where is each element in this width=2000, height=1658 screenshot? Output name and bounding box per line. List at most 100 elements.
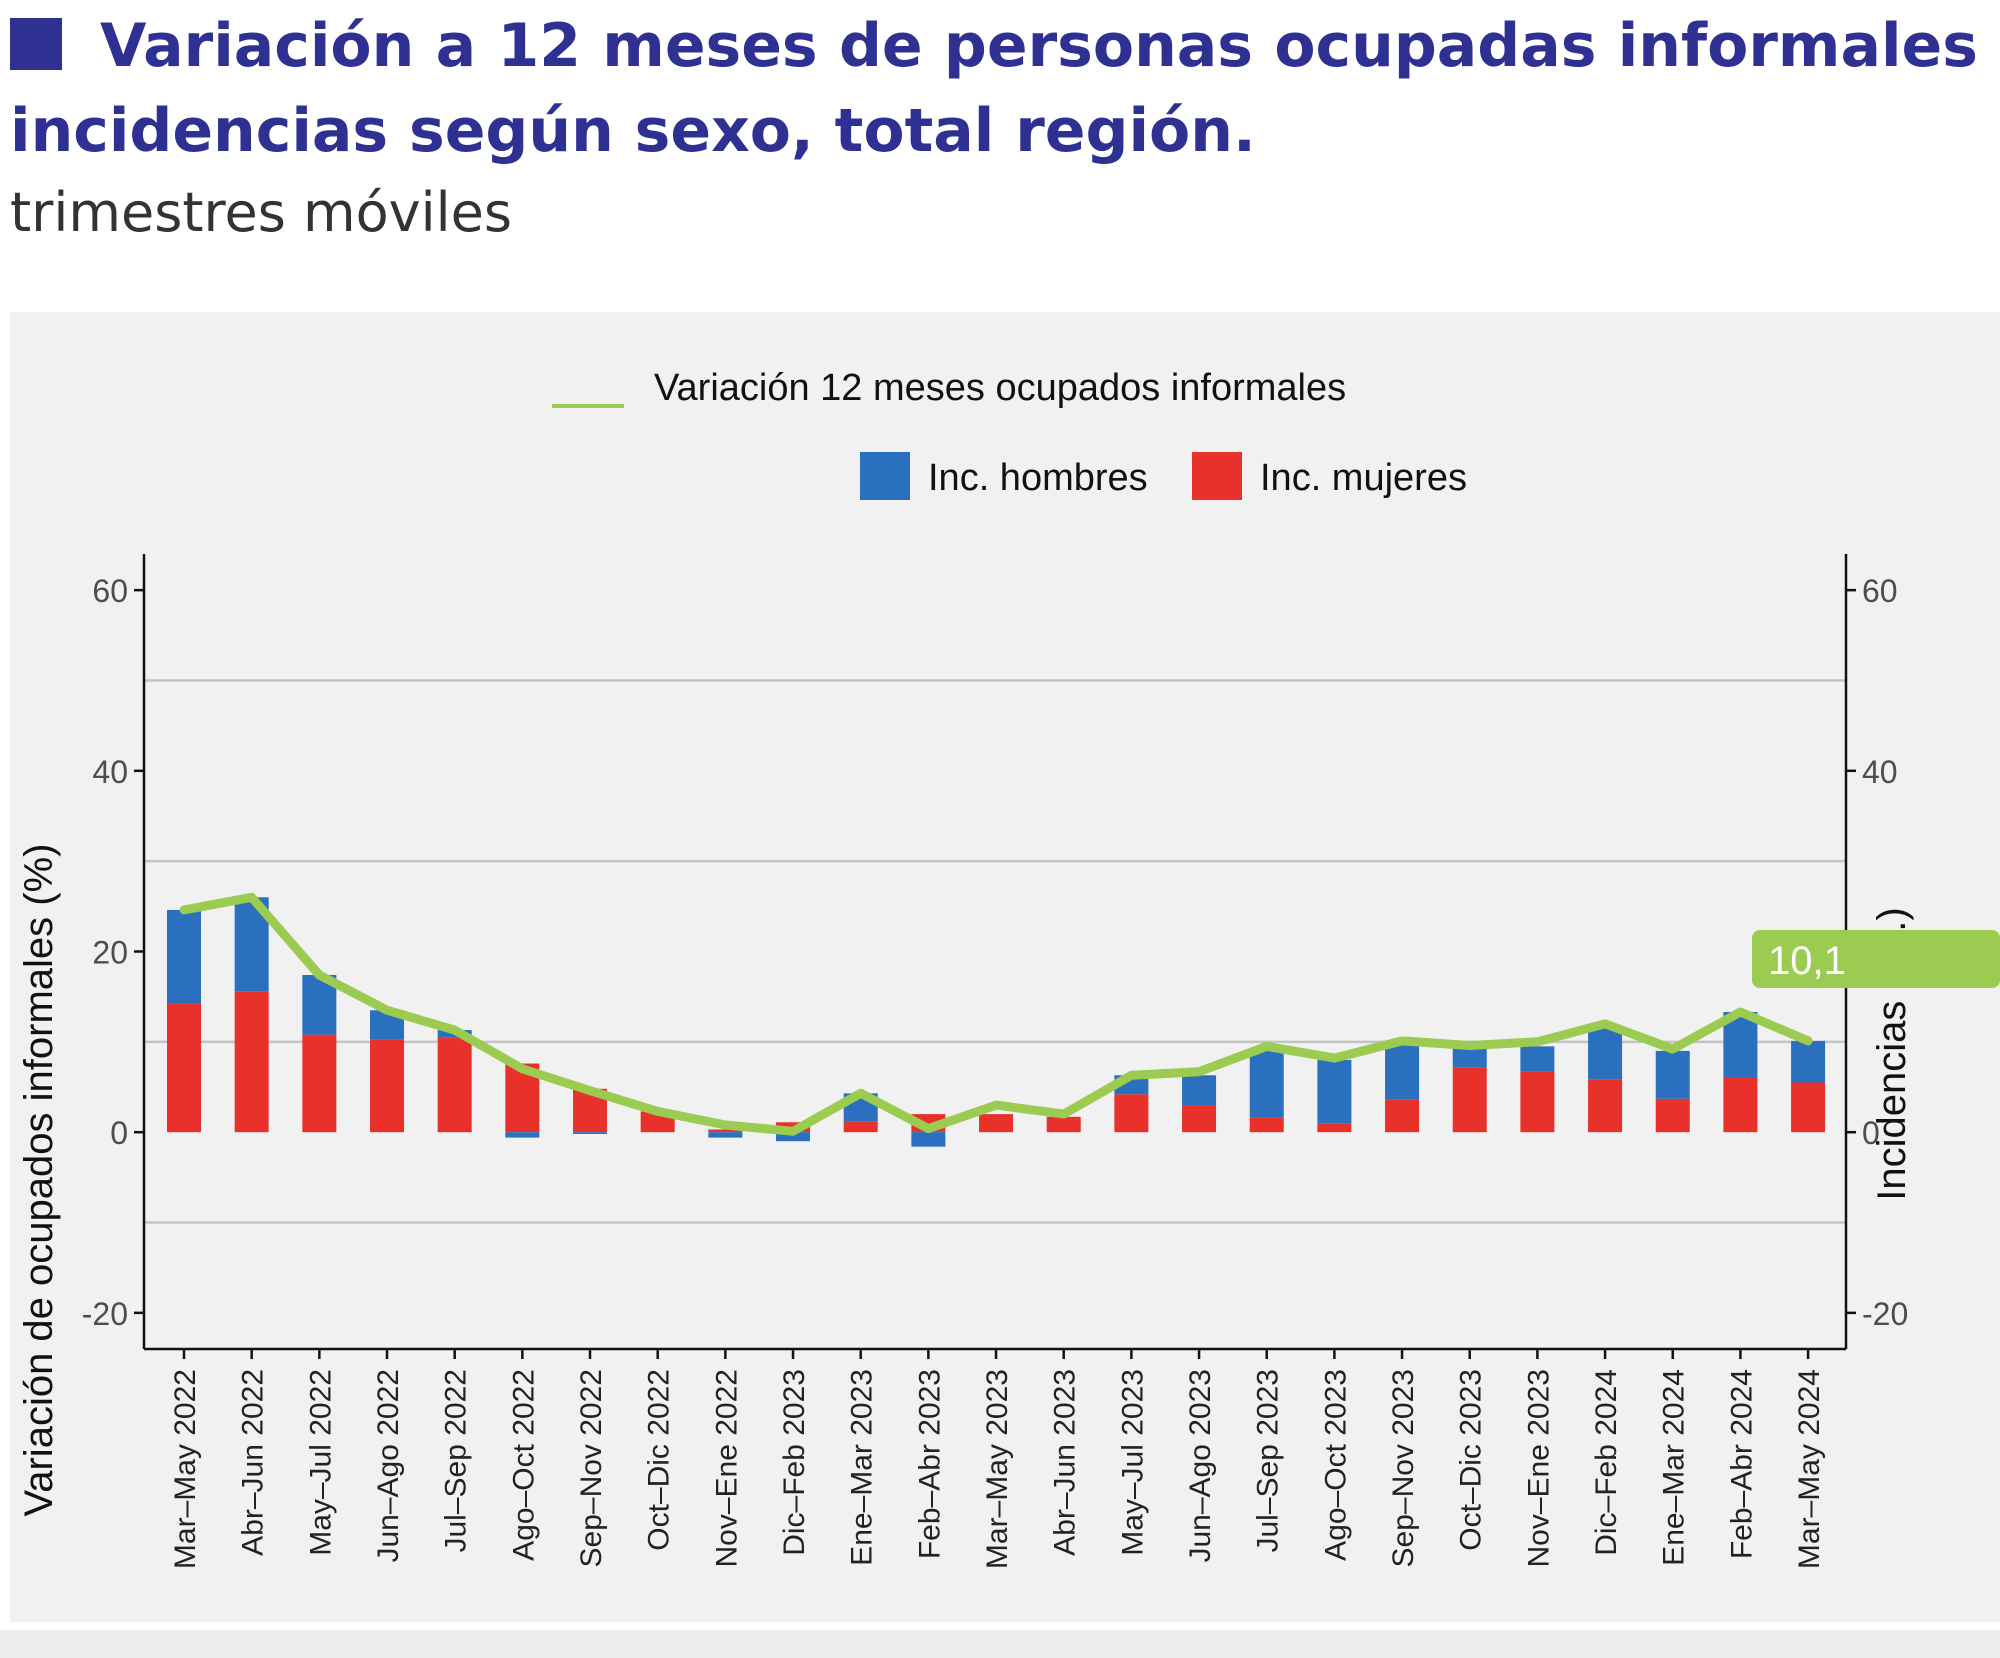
title-word: informales	[1617, 11, 1978, 81]
x-tick-label: Jul–Sep 2022	[440, 1369, 473, 1553]
series-line-variacion	[179, 892, 1813, 1136]
bar-mujeres	[708, 1129, 743, 1133]
x-tick-label: Oct–Dic 2023	[1455, 1369, 1488, 1551]
grid-layer	[144, 679, 1846, 1224]
legend-line-label: Variación 12 meses ocupados informales	[654, 367, 1346, 409]
legend-hombres-swatch	[860, 452, 910, 500]
bar-mujeres	[1723, 1077, 1758, 1133]
bar-hombres	[167, 909, 201, 1004]
x-tick-label: Jun–Ago 2023	[1184, 1369, 1217, 1563]
bar-hombres	[1182, 1075, 1217, 1106]
bar-hombres	[1588, 1027, 1623, 1080]
x-tick-label: Mar–May 2023	[981, 1369, 1014, 1569]
bar-mujeres	[1791, 1082, 1826, 1133]
y-tick-label-left: -20	[82, 1296, 128, 1332]
x-tick-label: Ago–Oct 2022	[507, 1369, 540, 1561]
bar-hombres	[1520, 1046, 1555, 1072]
bottom-strip	[0, 1630, 2000, 1658]
bar-hombres	[1655, 1050, 1690, 1099]
y-tick-label-right: 60	[1862, 573, 1898, 609]
y-tick-label-right: -20	[1862, 1296, 1908, 1332]
legend: Variación 12 meses ocupados informales I…	[552, 367, 1467, 500]
title-block: Variación a 12 meses de personas ocupada…	[10, 4, 2000, 174]
title-word: meses	[602, 11, 818, 81]
bar-hombres	[1317, 1059, 1352, 1124]
bar-mujeres	[167, 1003, 201, 1133]
title-square-icon	[10, 18, 62, 70]
chart-subtitle: trimestres móviles	[10, 181, 513, 244]
y-tick-label-left: 60	[92, 573, 128, 609]
bar-mujeres	[1588, 1079, 1623, 1133]
x-tick-label: Oct–Dic 2022	[643, 1369, 676, 1551]
x-tick-label: Abr–Jun 2023	[1049, 1369, 1082, 1556]
y-tick-label-left: 0	[110, 1115, 128, 1151]
bar-mujeres	[1385, 1099, 1420, 1133]
x-tick-label: Jul–Sep 2023	[1252, 1369, 1285, 1553]
x-tick-label: Mar–May 2024	[1793, 1369, 1826, 1569]
title-word: de	[838, 11, 923, 81]
x-tick-label: Ene–Mar 2024	[1658, 1369, 1691, 1566]
end-value-label: 10,1	[1752, 930, 2000, 988]
bar-mujeres	[1520, 1071, 1555, 1133]
legend-mujeres-swatch	[1192, 452, 1242, 500]
x-tick-label: Jun–Ago 2022	[372, 1369, 405, 1563]
chart-title-line-2: incidencias según sexo, total región.	[10, 96, 1256, 166]
bar-hombres	[911, 1132, 946, 1147]
bar-mujeres	[1452, 1067, 1487, 1133]
chart-panel: Variación 12 meses ocupados informales I…	[10, 312, 2000, 1622]
x-tick-label: Nov–Ene 2023	[1522, 1369, 1555, 1568]
bar-mujeres	[843, 1121, 878, 1133]
y-axis-title-left: Variación de ocupados informales (%)	[17, 844, 61, 1517]
x-tick-label: Feb–Abr 2024	[1725, 1369, 1758, 1559]
line-layer	[179, 892, 1813, 1136]
chart-title-line-1: Variación a 12 meses de personas ocupada…	[10, 4, 2000, 89]
x-tick-label: Sep–Nov 2023	[1387, 1369, 1420, 1568]
title-word: 12	[497, 11, 581, 81]
bar-hombres	[708, 1132, 743, 1138]
legend-mujeres-label: Inc. mujeres	[1260, 457, 1467, 499]
bar-hombres	[1791, 1040, 1826, 1083]
x-tick-label: Abr–Jun 2022	[237, 1369, 270, 1556]
bar-mujeres	[1249, 1117, 1284, 1133]
bar-mujeres	[234, 991, 269, 1133]
end-value-label-text: 10,1	[1768, 939, 1846, 983]
x-tick-label: Dic–Feb 2024	[1590, 1369, 1623, 1556]
chart-svg: Variación 12 meses ocupados informales I…	[17, 367, 2000, 1569]
x-tick-label: Sep–Nov 2022	[575, 1369, 608, 1568]
bar-hombres	[505, 1132, 540, 1138]
y-tick-label-left: 20	[92, 935, 128, 971]
x-tick-label: May–Jul 2023	[1116, 1369, 1149, 1556]
bar-mujeres	[1114, 1094, 1149, 1133]
x-tick-label: Mar–May 2022	[169, 1369, 202, 1569]
bar-hombres	[776, 1132, 811, 1142]
title-word: personas	[943, 11, 1254, 81]
bar-hombres	[573, 1132, 608, 1134]
title-word: Variación	[100, 11, 415, 81]
bar-mujeres	[302, 1034, 337, 1133]
x-tick-label: Ene–Mar 2023	[846, 1369, 879, 1566]
x-tick-label: Dic–Feb 2023	[778, 1369, 811, 1556]
bar-mujeres	[1046, 1116, 1081, 1133]
bars-layer	[167, 897, 1826, 1147]
y-tick-label-right: 40	[1862, 754, 1898, 790]
title-word: a	[435, 11, 477, 81]
y-tick-label-left: 40	[92, 754, 128, 790]
x-tick-label: May–Jul 2022	[304, 1369, 337, 1556]
title-word: ocupadas	[1274, 11, 1597, 81]
bar-mujeres	[370, 1039, 405, 1133]
x-tick-label: Nov–Ene 2022	[710, 1369, 743, 1568]
bar-hombres	[1249, 1049, 1284, 1118]
x-tick-label: Feb–Abr 2023	[913, 1369, 946, 1559]
end-value-label-box	[1752, 930, 2000, 988]
bar-mujeres	[437, 1037, 472, 1133]
legend-hombres-label: Inc. hombres	[928, 457, 1148, 499]
x-tick-label: Ago–Oct 2023	[1319, 1369, 1352, 1561]
bar-hombres	[1452, 1048, 1487, 1068]
bar-mujeres	[979, 1114, 1014, 1133]
bar-mujeres	[1317, 1123, 1352, 1133]
y-tick-label-right: 0	[1862, 1115, 1880, 1151]
bar-hombres	[1385, 1040, 1420, 1100]
bar-mujeres	[1182, 1105, 1217, 1133]
bar-mujeres	[1655, 1098, 1690, 1133]
